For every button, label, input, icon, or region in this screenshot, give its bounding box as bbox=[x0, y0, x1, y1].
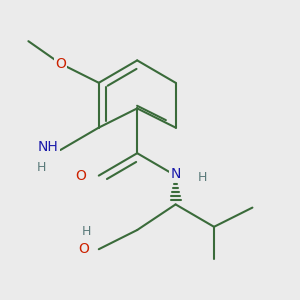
Text: H: H bbox=[198, 171, 207, 184]
Text: H: H bbox=[37, 161, 46, 174]
Text: NH: NH bbox=[38, 140, 59, 154]
Text: O: O bbox=[78, 242, 89, 256]
Text: O: O bbox=[75, 169, 86, 183]
Text: O: O bbox=[55, 57, 66, 70]
Text: H: H bbox=[81, 225, 91, 238]
Text: N: N bbox=[170, 167, 181, 181]
